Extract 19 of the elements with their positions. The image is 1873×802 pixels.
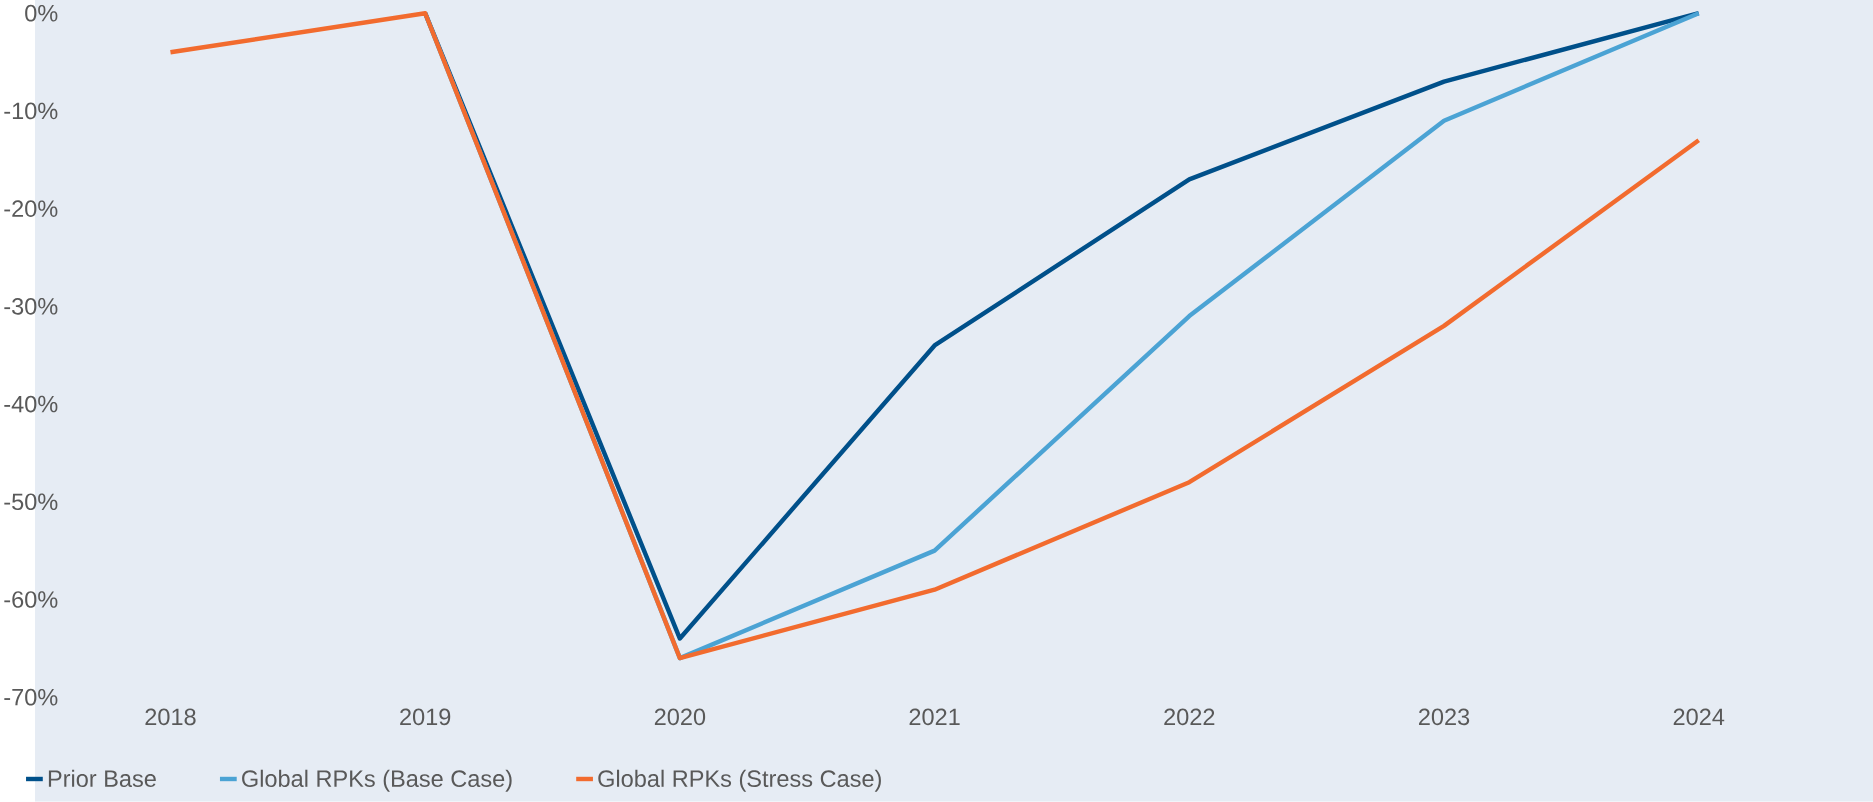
legend-label: Global RPKs (Stress Case)	[598, 769, 881, 792]
y-tick-label: -70%	[4, 688, 58, 706]
y-tick-label: -40%	[4, 395, 58, 413]
x-tick-label: 2022	[1164, 708, 1215, 726]
x-tick-label: 2024	[1673, 708, 1725, 726]
x-tick-label: 2019	[400, 708, 451, 726]
legend-label: Global RPKs (Base Case)	[242, 769, 512, 792]
x-tick-label: 2020	[654, 708, 706, 726]
x-tick-label: 2021	[909, 708, 960, 726]
y-tick-label: -60%	[4, 591, 58, 608]
x-tick-label: 2023	[1419, 708, 1470, 726]
legend-label: Prior Base	[48, 769, 156, 788]
y-tick-label: -50%	[4, 493, 58, 511]
y-tick-label: -30%	[4, 298, 58, 315]
y-tick-label: -10%	[4, 102, 58, 120]
line-series	[168, 11, 1701, 661]
x-tick-label: 2018	[145, 708, 196, 726]
y-tick-label: 0%	[25, 5, 58, 22]
y-tick-label: -20%	[4, 200, 58, 218]
